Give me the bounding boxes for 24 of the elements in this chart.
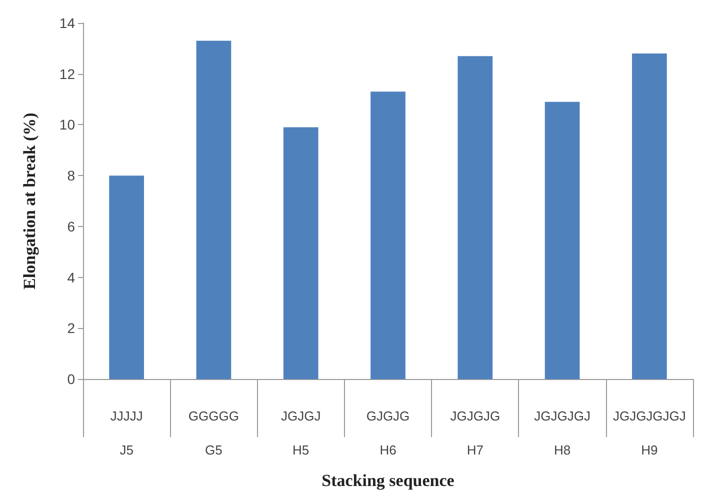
y-axis-title: Elongation at break (%): [20, 112, 39, 290]
category-label: GJGJG H6: [366, 408, 410, 458]
y-tick-label: 10: [59, 116, 76, 133]
bar: [196, 40, 232, 380]
category-label: JGJGJGJGJ H9: [612, 408, 686, 458]
bar: [109, 176, 144, 380]
category-label: JGJGJG H7: [450, 408, 500, 458]
category-label: JJJJJ J5: [110, 408, 143, 458]
y-tick-label: 8: [67, 168, 76, 184]
bar: [544, 102, 580, 380]
bar: [632, 54, 667, 380]
category-label: GGGGG G5: [188, 408, 239, 458]
x-axis-title: Stacking sequence: [322, 471, 455, 490]
bar: [370, 92, 406, 380]
y-tick-label: 14: [59, 15, 76, 31]
bar: [458, 56, 493, 380]
y-tick-label: 4: [67, 269, 76, 286]
y-tick-label: 2: [67, 320, 76, 336]
category-label: JGJGJ H5: [280, 408, 321, 458]
y-tick-label: 12: [59, 66, 76, 82]
y-tick-label: 6: [67, 218, 76, 234]
bar: [283, 127, 318, 380]
y-tick-label: 0: [67, 371, 76, 388]
category-label: JGJGJGJ H8: [534, 408, 590, 458]
